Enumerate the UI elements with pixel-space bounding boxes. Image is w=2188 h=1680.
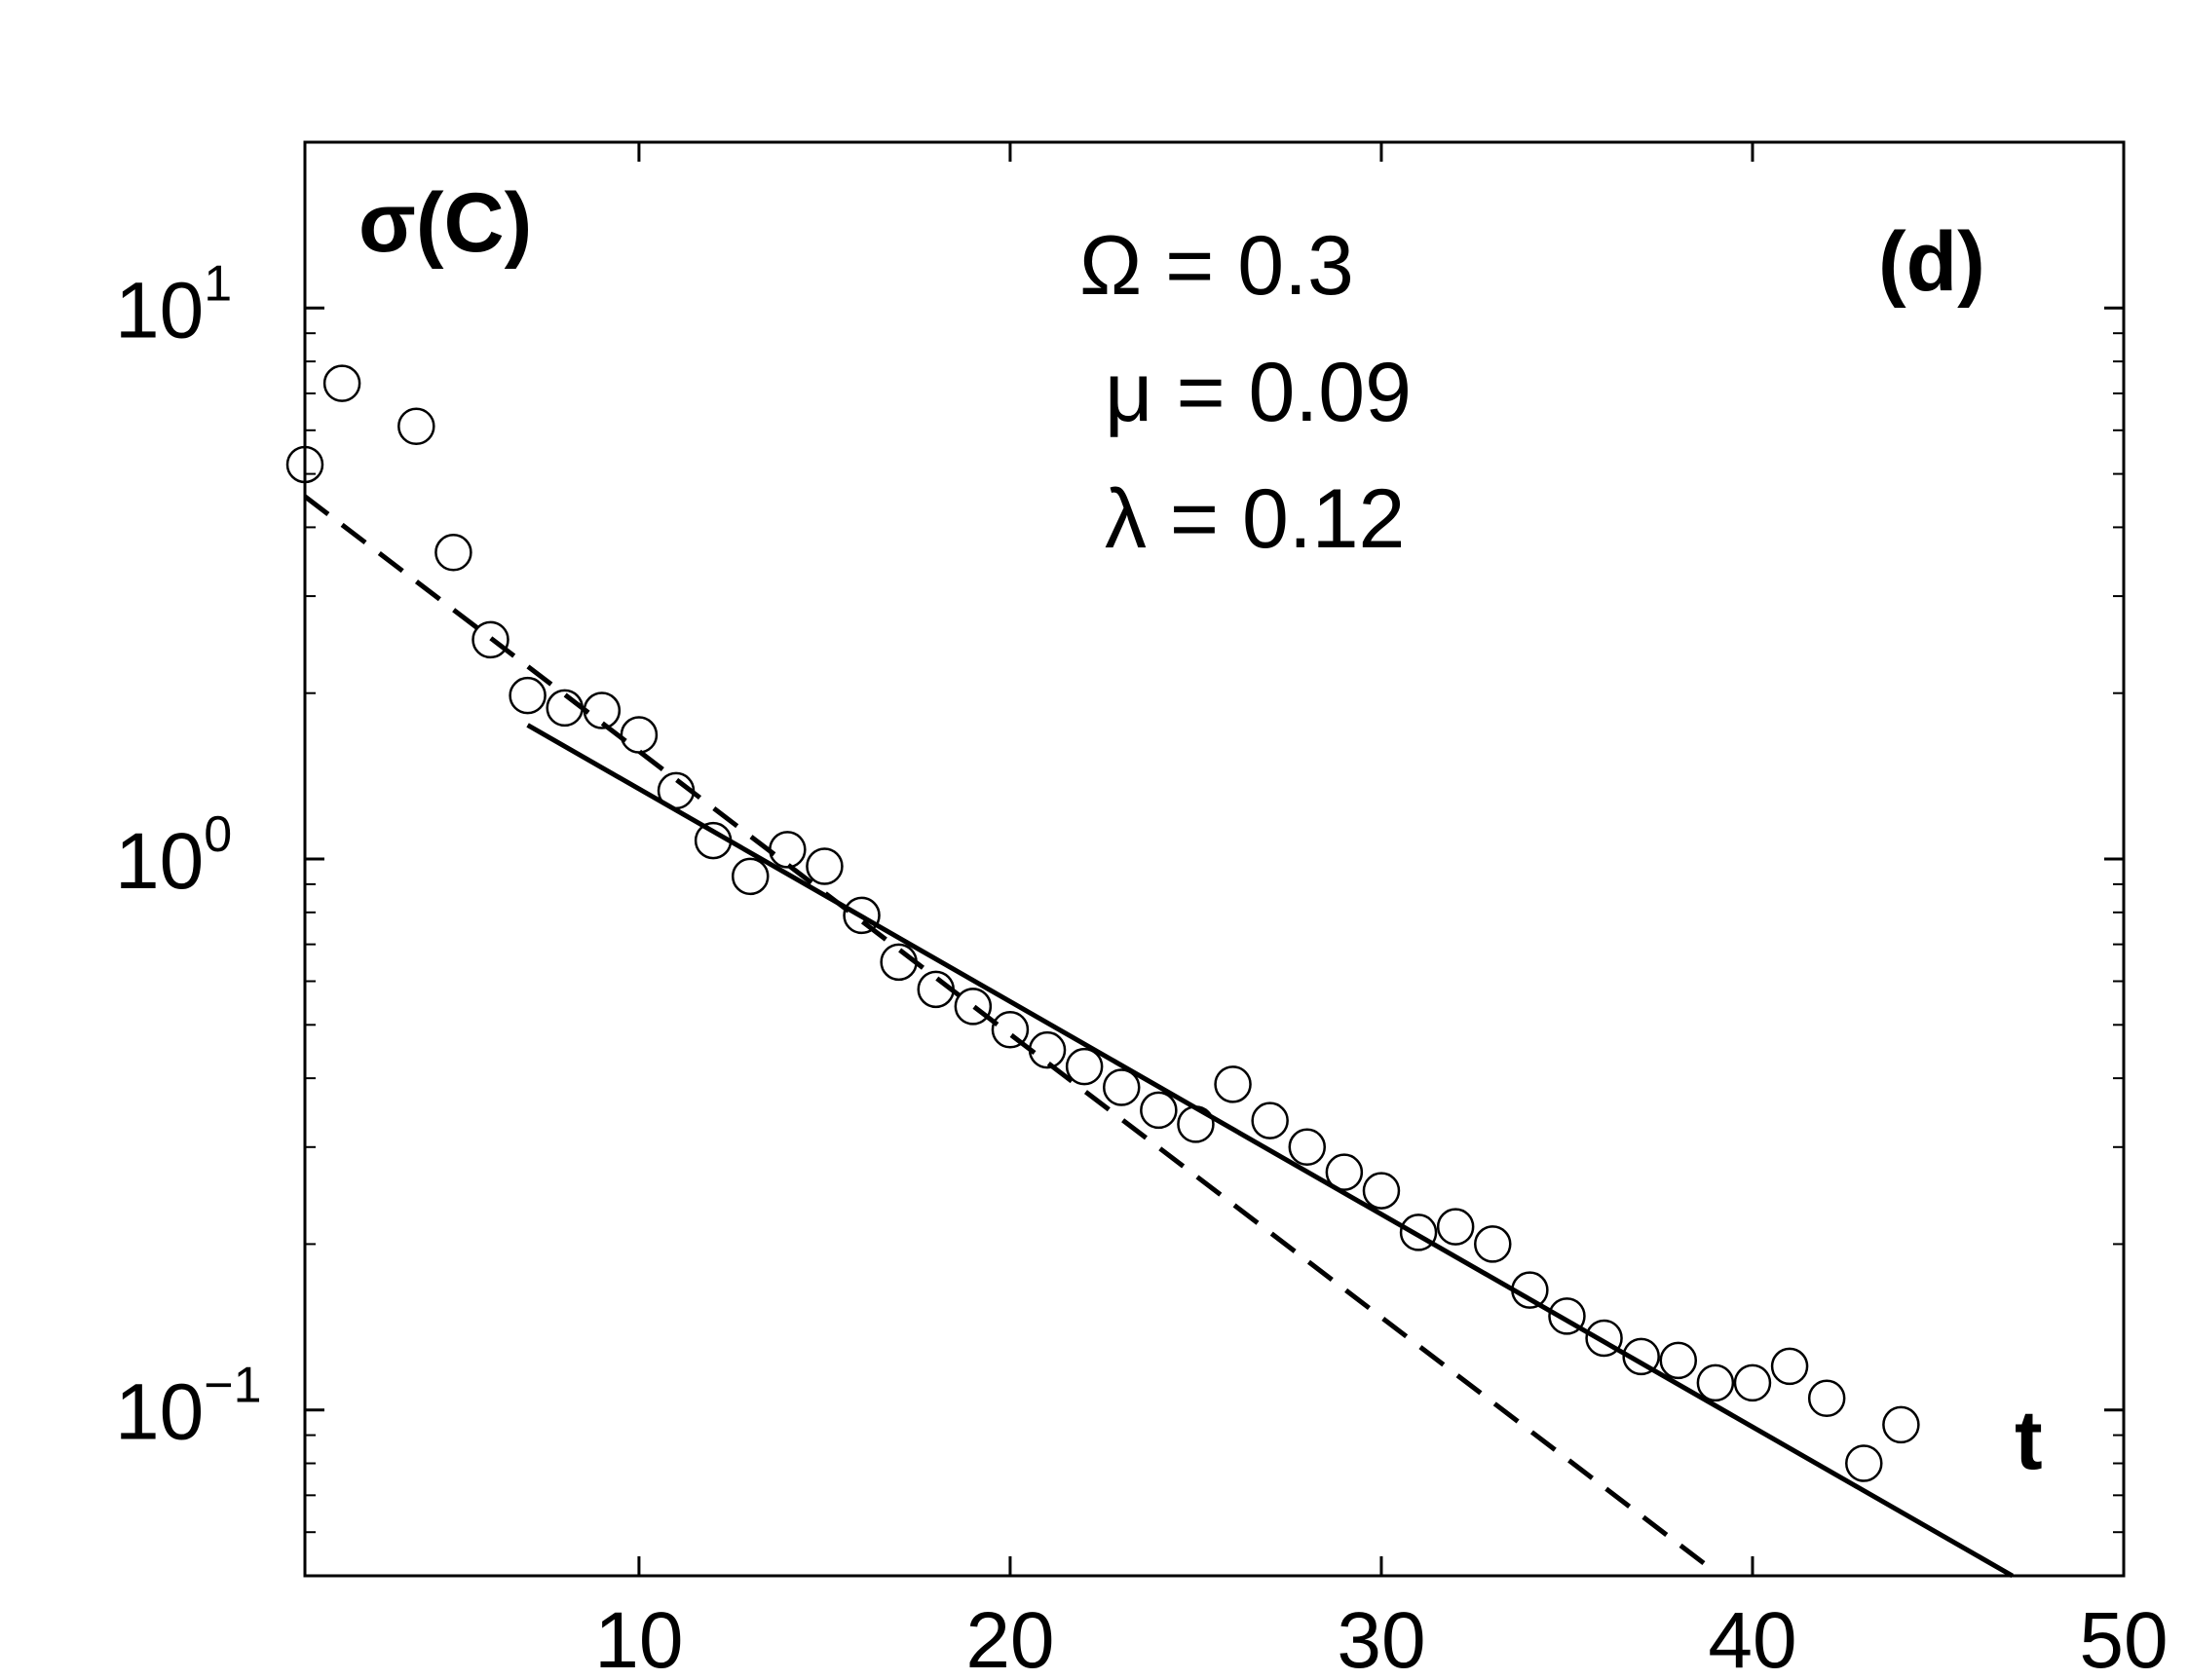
y-tick-label: 10−1 [115,1358,262,1457]
data-points [285,364,1920,1482]
data-point [1436,1208,1475,1246]
y-tick-label: 101 [115,255,232,355]
data-point [954,988,993,1026]
x-tick-label: 40 [1708,1596,1796,1680]
data-point [1733,1363,1772,1402]
data-point [620,716,659,754]
data-point [880,943,918,982]
data-point [769,831,807,869]
data-point [397,407,435,445]
x-tick-labels: 10 20 30 40 50 [594,1596,2168,1680]
y-axis-label: σ(C) [358,176,532,270]
data-point [1474,1225,1512,1263]
data-point [285,445,324,484]
data-point [806,847,844,885]
data-point [1028,1030,1067,1069]
data-point [917,970,955,1009]
axis-ticks [305,141,2126,1577]
annotation-omega: Ω = 0.3 [1079,219,1354,313]
data-point [843,896,881,935]
data-point [1622,1337,1660,1376]
data-point [1214,1065,1252,1103]
data-point [472,620,509,659]
data-point [1770,1347,1809,1386]
x-tick-label: 50 [2079,1596,2168,1680]
data-point [1362,1172,1401,1210]
annotation-mu: μ = 0.09 [1105,346,1412,439]
data-point [657,771,696,810]
dashed-fit-line [303,494,1710,1569]
data-point [322,364,361,402]
data-point [434,534,472,572]
data-point [1845,1444,1883,1482]
data-point [1659,1341,1698,1380]
x-tick-label: 20 [965,1596,1054,1680]
data-point [991,1011,1030,1049]
data-point [1548,1297,1586,1335]
x-tick-label: 30 [1337,1596,1425,1680]
x-tick-label: 10 [594,1596,683,1680]
solid-fit-line [526,723,2014,1579]
x-axis-label: t [2015,1394,2043,1487]
data-point [1325,1153,1364,1191]
data-point [1140,1091,1178,1130]
data-point [546,689,584,728]
data-point [1807,1379,1846,1417]
data-point [1065,1047,1104,1086]
data-point [1251,1101,1289,1139]
data-point [583,691,622,729]
data-point [1177,1105,1215,1143]
y-tick-label: 100 [115,806,232,906]
panel-label: (d) [1878,215,1985,309]
annotation-lambda: λ = 0.12 [1105,472,1405,566]
data-point [1585,1319,1623,1358]
data-point [1696,1363,1735,1402]
data-point [694,821,733,860]
data-point [1288,1128,1327,1167]
fit-lines [303,494,2014,1579]
data-point [1102,1068,1141,1106]
data-point [1511,1271,1549,1309]
data-point [509,676,547,715]
y-tick-labels: 10−1 100 101 [115,255,262,1456]
data-point [1399,1213,1438,1251]
data-point [1882,1405,1920,1444]
data-point [731,857,770,896]
